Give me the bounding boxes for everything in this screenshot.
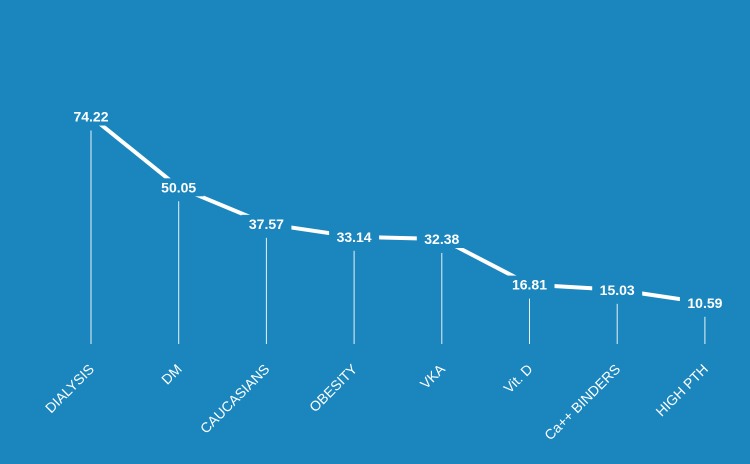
- value-label-pad: [241, 214, 292, 233]
- value-label-pad: [679, 293, 730, 312]
- value-label-pad: [329, 227, 380, 246]
- value-label-pad: [592, 280, 643, 299]
- value-label-pad: [66, 107, 116, 126]
- value-label-pad: [416, 230, 467, 249]
- value-label: 33.14: [337, 229, 372, 245]
- value-label: 74.22: [73, 109, 108, 125]
- value-label-pad: [504, 275, 555, 294]
- value-label: 10.59: [687, 295, 722, 311]
- drop-lines: [90, 130, 706, 344]
- value-label-pad: [153, 178, 204, 197]
- value-label: 50.05: [161, 179, 196, 195]
- value-label: 37.57: [249, 216, 284, 232]
- value-label: 32.38: [424, 231, 459, 247]
- value-label: 16.81: [512, 277, 547, 293]
- value-label: 15.03: [600, 282, 635, 298]
- value-labels: 74.22 50.05 37.57 33.14 32.38 16.81 15.03 10.59: [66, 107, 730, 312]
